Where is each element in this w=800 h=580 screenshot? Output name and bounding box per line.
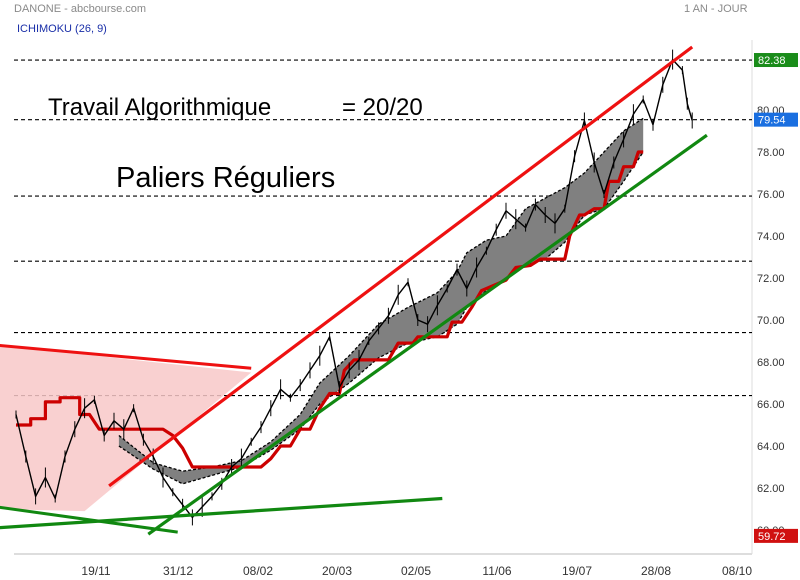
y-tick-label: 76.00 [757,189,785,201]
badge-last-label: 79.54 [758,115,786,127]
y-tick-label: 66.00 [757,399,785,411]
badge-last [754,112,798,127]
y-tick-label: 78.00 [757,147,785,159]
x-tick-label: 08/02 [243,564,273,578]
triangle-upper-line [0,344,252,370]
support-trendline [147,133,708,536]
period-label: 1 AN - JOUR [684,3,748,15]
annotation-regular-steps: Paliers Réguliers [116,162,336,194]
x-tick-label: 28/08 [641,564,671,578]
x-tick-label: 31/12 [163,564,193,578]
y-tick-label: 72.00 [757,273,785,285]
cloud-upper-edge [118,117,644,472]
indicator-label: ICHIMOKU (26, 9) [17,23,107,35]
triangle-lower-line [0,505,178,534]
x-tick-label: 11/06 [482,564,511,578]
badge-low-label: 59.72 [758,531,786,543]
x-tick-label: 08/10 [722,564,752,578]
axis-layer: 60.0062.0064.0066.0068.0070.0072.0074.00… [81,53,798,578]
overlay-layer [0,45,708,536]
badge-high-label: 82.38 [758,55,786,67]
annotation-score: = 20/20 [342,94,423,121]
y-tick-label: 70.00 [757,315,785,327]
x-tick-label: 19/11 [81,564,110,578]
x-tick-label: 02/05 [401,564,431,578]
badge-high [754,53,798,68]
x-tick-label: 19/07 [562,564,592,578]
annotation-algorithmic: Travail Algorithmique [48,94,272,121]
resistance-trendline [108,45,694,488]
badge-low [754,528,798,543]
y-tick-label: 68.00 [757,357,785,369]
x-tick-label: 20/03 [322,564,352,578]
y-tick-label: 62.00 [757,483,785,495]
long-support-line [0,496,443,530]
chart-title: DANONE - abcbourse.com [14,3,147,15]
y-tick-label: 64.00 [757,441,785,453]
y-tick-label: 74.00 [757,231,785,243]
